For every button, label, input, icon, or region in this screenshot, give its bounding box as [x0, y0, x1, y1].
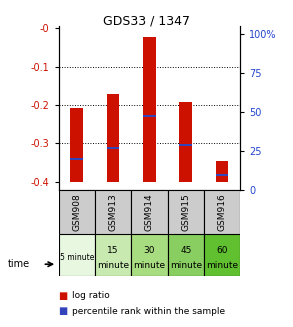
Bar [143, 37, 156, 182]
Text: 15: 15 [107, 246, 119, 255]
Text: minute: minute [170, 261, 202, 270]
Text: percentile rank within the sample: percentile rank within the sample [72, 307, 225, 316]
Bar [59, 190, 95, 234]
Text: GDS33 / 1347: GDS33 / 1347 [103, 15, 190, 28]
Bar [143, 115, 156, 117]
Bar [179, 102, 192, 182]
Text: GSM914: GSM914 [145, 193, 154, 231]
Bar [216, 161, 229, 182]
Text: 30: 30 [144, 246, 155, 255]
Text: GSM913: GSM913 [109, 193, 117, 231]
Bar [179, 144, 192, 146]
Bar [70, 158, 83, 160]
Bar [204, 234, 240, 276]
Bar [168, 234, 204, 276]
Bar [95, 234, 131, 276]
Text: minute: minute [97, 261, 129, 270]
Bar [95, 190, 131, 234]
Bar [70, 108, 83, 182]
Text: GSM915: GSM915 [181, 193, 190, 231]
Bar [168, 190, 204, 234]
Bar [216, 174, 229, 176]
Text: GSM908: GSM908 [72, 193, 81, 231]
Bar [204, 190, 240, 234]
Text: GSM916: GSM916 [218, 193, 226, 231]
Text: 45: 45 [180, 246, 191, 255]
Bar [107, 147, 120, 149]
Text: minute: minute [133, 261, 166, 270]
Text: 5 minute: 5 minute [59, 253, 94, 262]
Text: time: time [7, 259, 30, 269]
Text: ■: ■ [59, 306, 68, 316]
Bar [131, 234, 168, 276]
Text: 60: 60 [216, 246, 228, 255]
Text: ■: ■ [59, 291, 68, 301]
Bar [59, 234, 95, 276]
Bar [107, 94, 120, 182]
Text: minute: minute [206, 261, 238, 270]
Text: log ratio: log ratio [72, 291, 110, 301]
Bar [131, 190, 168, 234]
